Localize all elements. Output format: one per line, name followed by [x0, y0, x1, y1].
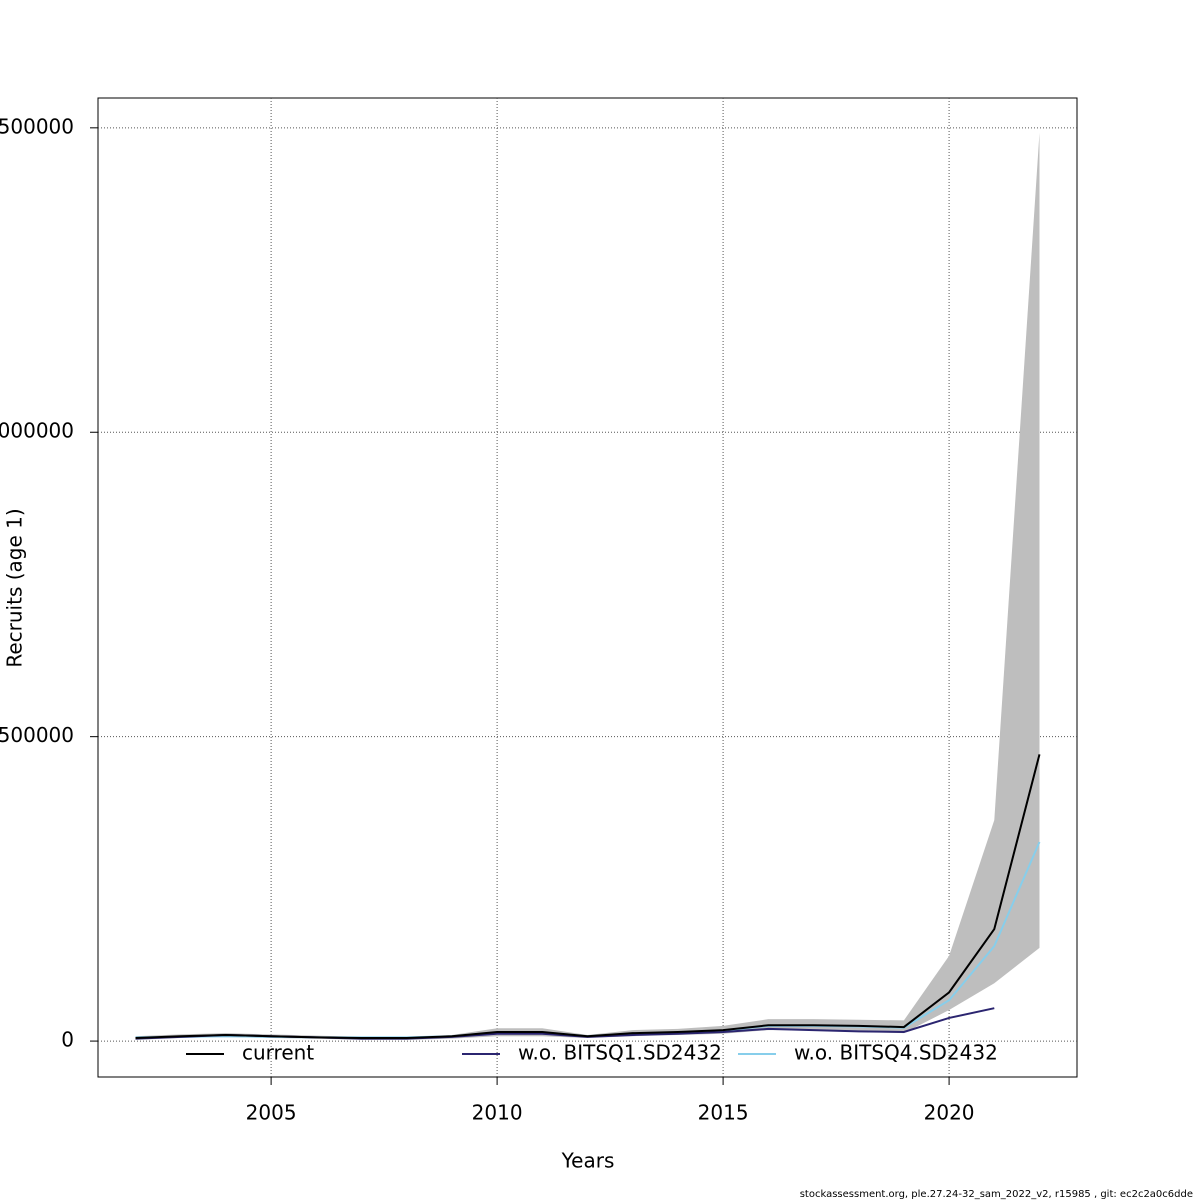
x-axis-label: Years	[561, 1149, 615, 1173]
legend-label: current	[242, 1041, 314, 1065]
legend-label: w.o. BITSQ1.SD2432	[518, 1041, 722, 1065]
series-line	[135, 841, 1041, 1039]
y-tick-label: 500000	[0, 723, 74, 747]
x-tick-label: 2010	[472, 1101, 523, 1125]
footer: stockassessment.org, ple.27.24-32_sam_20…	[800, 1189, 1193, 1200]
legend-label: w.o. BITSQ4.SD2432	[794, 1041, 998, 1065]
x-tick-label: 2005	[246, 1101, 297, 1125]
y-tick-label: 1500000	[0, 114, 74, 138]
confidence-band	[135, 132, 1040, 1040]
x-tick-label: 2020	[924, 1101, 975, 1125]
series-line	[135, 754, 1041, 1040]
plot-box	[97, 97, 1078, 1078]
y-axis-label: Recruits (age 1)	[3, 508, 27, 667]
y-tick-label: 0	[61, 1028, 74, 1052]
y-tick-label: 1000000	[0, 419, 74, 443]
x-tick-label: 2015	[698, 1101, 749, 1125]
